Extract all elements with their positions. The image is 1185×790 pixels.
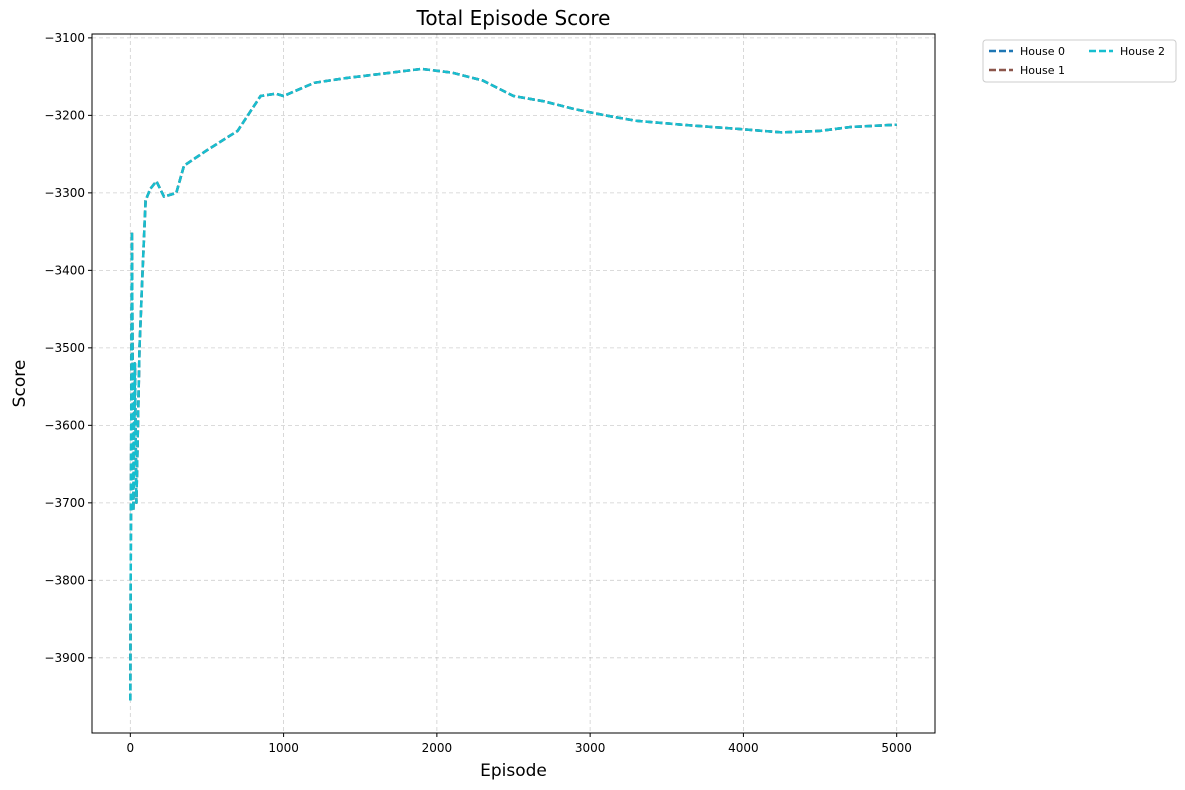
y-tick-label: −3200 (44, 108, 85, 122)
x-tick-label: 2000 (422, 741, 453, 755)
series-line-house-1 (129, 67, 897, 701)
y-tick-label: −3100 (44, 31, 85, 45)
x-tick-label: 4000 (728, 741, 759, 755)
x-axis-ticks: 0 1000 2000 3000 4000 5000 (126, 733, 912, 755)
x-axis-label: Episode (480, 761, 547, 781)
chart-title: Total Episode Score (416, 6, 611, 30)
grid-lines (92, 34, 935, 733)
legend-label: House 0 (1020, 45, 1065, 58)
y-tick-label: −3900 (44, 651, 85, 665)
x-tick-label: 3000 (575, 741, 606, 755)
legend: House 0 House 1 House 2 (982, 39, 1177, 83)
legend-label: House 2 (1120, 45, 1165, 58)
plot-frame (91, 33, 936, 734)
y-tick-label: −3600 (44, 418, 85, 432)
y-axis-ticks: −3100 −3200 −3300 −3400 −3500 −3600 −3700 −3800… (44, 31, 92, 665)
y-tick-label: −3300 (44, 186, 85, 200)
x-tick-label: 5000 (881, 741, 912, 755)
y-tick-label: −3800 (44, 573, 85, 587)
series-line-house-2 (129, 67, 897, 701)
legend-label: House 1 (1020, 64, 1065, 77)
y-tick-label: −3400 (44, 263, 85, 277)
y-axis-label: Score (10, 360, 30, 408)
y-tick-label: −3500 (44, 341, 85, 355)
x-tick-label: 1000 (268, 741, 299, 755)
y-tick-label: −3700 (44, 496, 85, 510)
series-line-house-0 (129, 67, 897, 701)
series-lines (129, 67, 897, 701)
x-tick-label: 0 (126, 741, 134, 755)
legend-box (982, 39, 1177, 83)
